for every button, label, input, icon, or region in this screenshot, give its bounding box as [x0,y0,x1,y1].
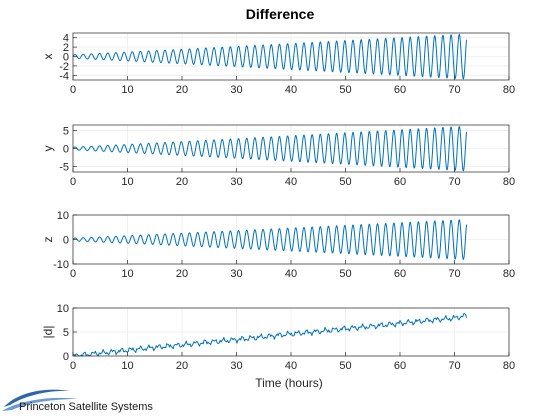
x-tick-label: 30 [230,360,242,372]
x-tick-label: 10 [121,84,133,96]
company-logo: Princeton Satellite Systems [2,389,153,413]
x-tick-label: 70 [448,360,460,372]
x-tick-label: 40 [285,360,297,372]
chart-title: Difference [246,6,315,22]
y-axis-label: x [41,54,55,60]
y-tick-label: -10 [53,259,69,271]
x-tick-label: 0 [70,176,76,188]
y-tick-label: 10 [57,303,69,315]
x-tick-label: 0 [70,360,76,372]
y-tick-label: 5 [63,125,69,137]
x-tick-label: 60 [394,176,406,188]
x-tick-label: 50 [339,268,351,280]
y-axis-label: z [41,237,55,243]
x-tick-label: 30 [230,84,242,96]
x-tick-label: 50 [339,176,351,188]
series-line-1 [72,33,467,80]
x-tick-label: 80 [503,360,515,372]
x-tick-label: 60 [394,84,406,96]
x-tick-label: 80 [503,176,515,188]
x-tick-label: 60 [394,268,406,280]
x-tick-label: 40 [285,176,297,188]
y-tick-label: 4 [63,33,69,45]
company-name: Princeton Satellite Systems [19,401,153,413]
y-axis-label: |d| [41,326,55,339]
x-tick-label: 60 [394,360,406,372]
y-axis-label: y [41,146,55,152]
x-tick-label: 30 [230,176,242,188]
y-tick-label: 0 [63,144,69,156]
y-tick-label: 0 [63,52,69,64]
x-tick-label: 40 [285,84,297,96]
x-tick-label: 10 [121,268,133,280]
x-tick-label: 0 [70,268,76,280]
x-tick-label: 70 [448,268,460,280]
x-tick-label: 70 [448,176,460,188]
series-line-1 [72,313,467,357]
series-line-1 [72,219,467,260]
y-tick-label: 0 [63,351,69,363]
y-tick-label: 10 [57,210,69,222]
x-tick-label: 10 [121,176,133,188]
x-tick-label: 20 [176,360,188,372]
x-tick-label: 50 [339,360,351,372]
x-tick-label: 0 [70,84,76,96]
x-tick-label: 10 [121,360,133,372]
y-tick-label: 5 [63,327,69,339]
y-tick-label: -5 [59,162,69,174]
x-tick-label: 70 [448,84,460,96]
x-tick-label: 50 [339,84,351,96]
y-tick-label: -4 [59,70,69,82]
x-tick-label: 20 [176,84,188,96]
x-tick-label: 40 [285,268,297,280]
series-line-1 [72,125,467,172]
x-tick-label: 80 [503,268,515,280]
x-tick-label: 30 [230,268,242,280]
y-tick-label: -2 [59,61,69,73]
orbit-swoosh-icon [2,389,78,411]
y-tick-label: 2 [63,42,69,54]
x-tick-label: 80 [503,84,515,96]
x-axis-label: Time (hours) [255,376,323,390]
x-tick-label: 20 [176,268,188,280]
y-tick-label: 0 [63,235,69,247]
x-tick-label: 20 [176,176,188,188]
